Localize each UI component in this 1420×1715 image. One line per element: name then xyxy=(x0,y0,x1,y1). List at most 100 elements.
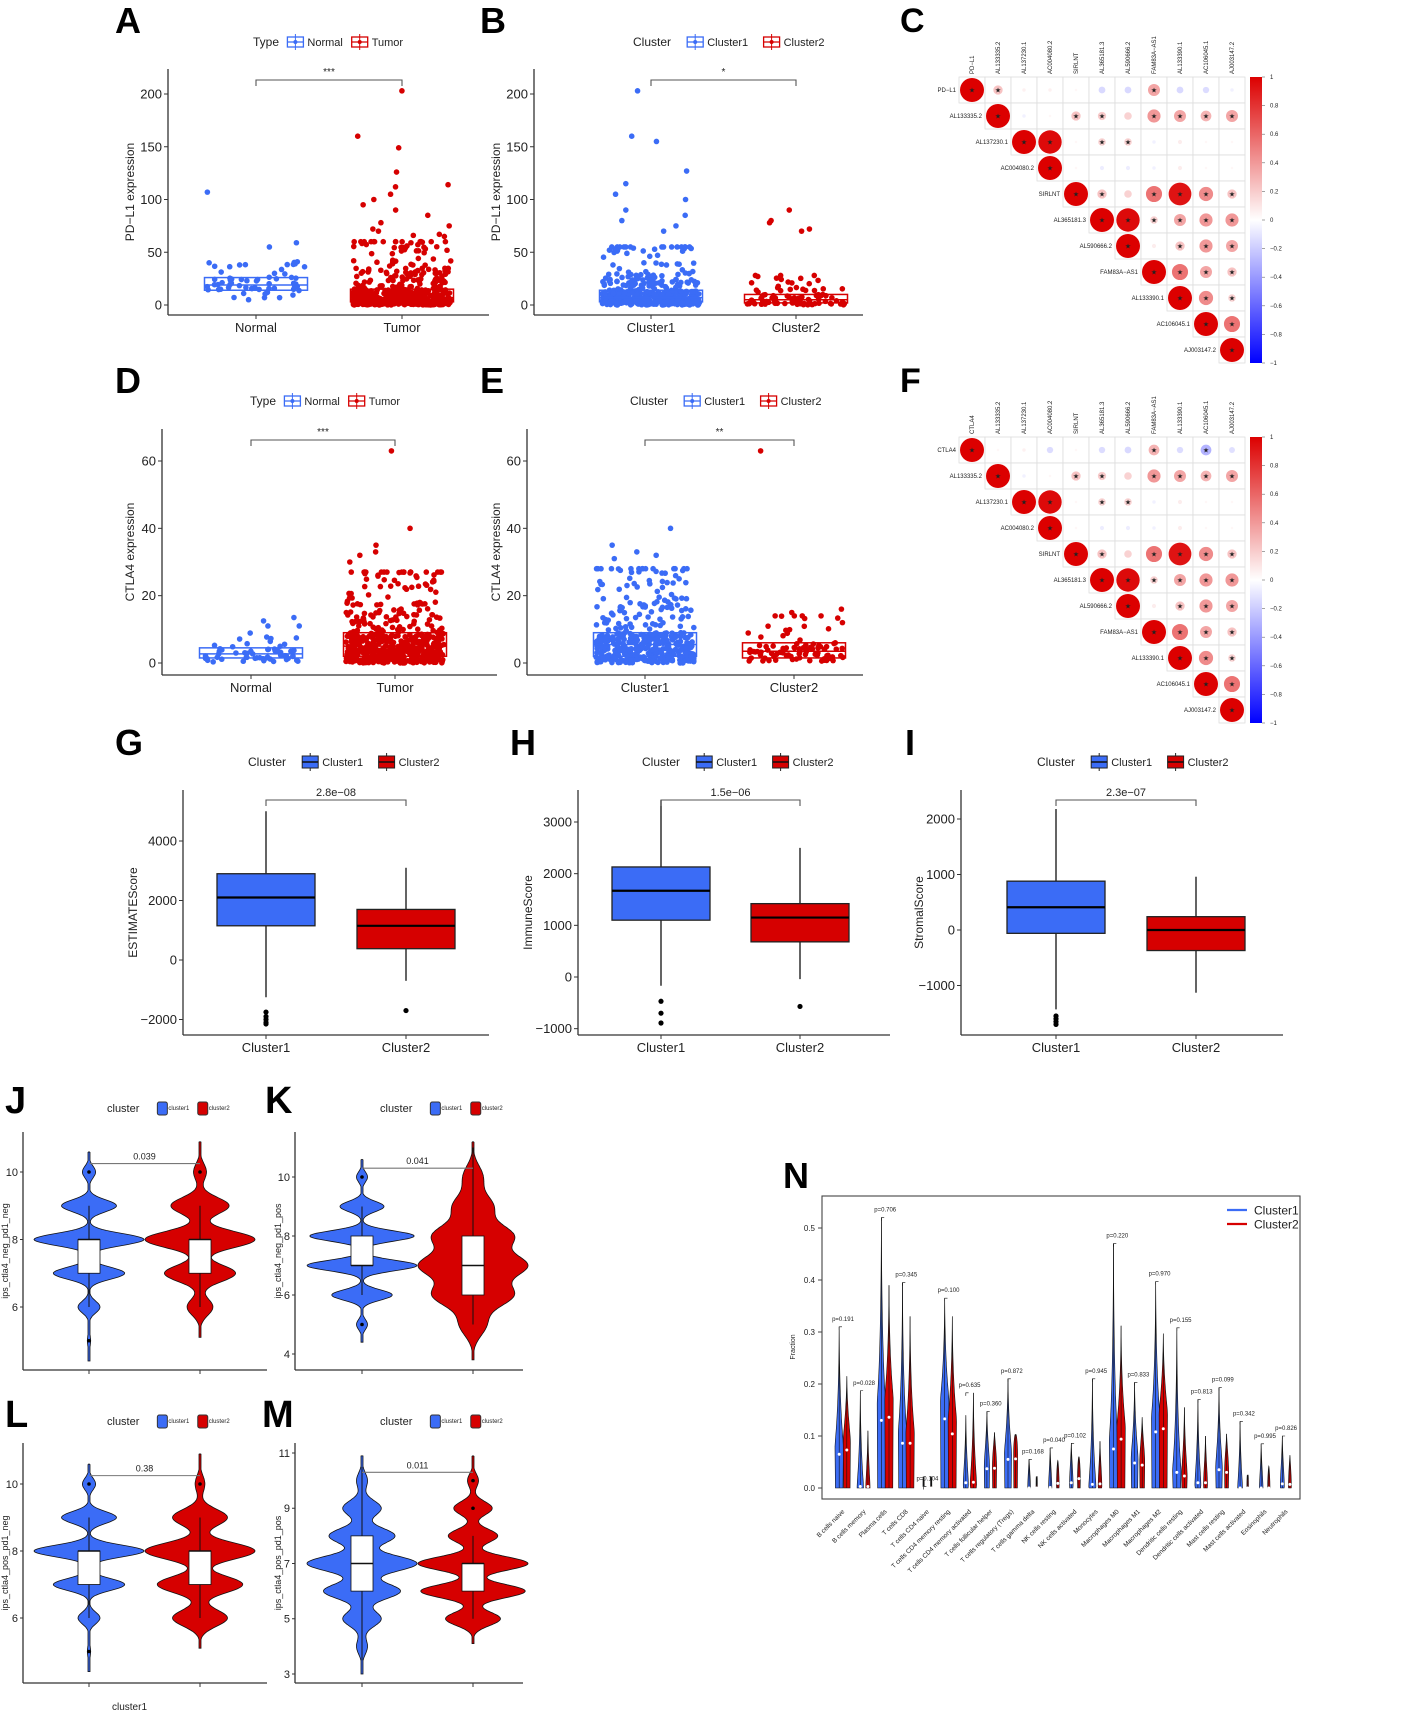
panel-label: M xyxy=(262,1394,294,1436)
data-point xyxy=(688,607,694,614)
cell-type-group: p=0.970 Macrophages M2 xyxy=(1122,1272,1171,1549)
corr-circle xyxy=(1064,182,1088,206)
data-point xyxy=(649,273,656,279)
box xyxy=(741,642,847,659)
data-point xyxy=(789,280,795,286)
outlier-point xyxy=(1053,1021,1059,1027)
y-tick-label: 0 xyxy=(521,298,528,313)
group-tumor xyxy=(342,448,448,666)
data-point xyxy=(284,261,291,268)
data-point xyxy=(642,622,649,628)
data-point xyxy=(680,660,686,666)
data-point xyxy=(628,569,635,576)
panel-H: H Cluster Cluster1 Cluster2 −1000 0 1000 2000 30… xyxy=(510,722,890,1055)
corr-cell: ★ xyxy=(1140,206,1168,234)
colorbar-tick-label: −1 xyxy=(1270,721,1278,727)
data-point xyxy=(361,583,368,590)
legend-item-tumor: Tumor xyxy=(351,34,403,50)
colorbar-tick-label: −0.8 xyxy=(1270,332,1283,338)
corr-circle xyxy=(1150,576,1158,584)
median-point xyxy=(985,1467,989,1471)
corr-cell: ★ xyxy=(1166,540,1194,568)
data-point xyxy=(370,614,376,620)
corr-cell xyxy=(1218,154,1246,182)
data-point xyxy=(219,279,225,286)
corr-cell xyxy=(1166,514,1194,542)
median-point xyxy=(1077,1477,1081,1481)
row-label: AC106045.1 xyxy=(1157,682,1191,688)
significance-star: ★ xyxy=(1203,243,1209,251)
data-point xyxy=(818,613,824,619)
corr-circle xyxy=(1176,86,1184,94)
colorbar-tick-label: 1 xyxy=(1270,435,1274,441)
data-point xyxy=(653,260,659,266)
panel-label: L xyxy=(5,1394,28,1436)
data-point xyxy=(399,88,405,94)
data-point xyxy=(747,649,753,656)
legend-key-dot xyxy=(357,40,362,44)
median-point xyxy=(943,1417,947,1421)
row-label: PD−L1 xyxy=(937,88,956,94)
corr-cell: ★ xyxy=(1114,488,1142,516)
data-point xyxy=(617,624,624,631)
corr-cell xyxy=(1088,154,1116,182)
data-point xyxy=(420,294,427,300)
data-point xyxy=(387,191,394,198)
legend-item-cluster1: Cluster1 xyxy=(1090,753,1152,771)
corr-circle xyxy=(1012,130,1036,154)
corr-cell: ★ xyxy=(1218,644,1246,672)
data-point xyxy=(777,272,784,279)
data-point xyxy=(654,588,661,595)
significance-star: ★ xyxy=(1203,113,1209,121)
box xyxy=(356,908,456,950)
data-point xyxy=(409,584,415,591)
corr-cell: ★ xyxy=(1192,180,1220,208)
x-tick-label: Cluster1 xyxy=(242,1040,290,1055)
corr-circle xyxy=(1097,549,1107,559)
corr-circle xyxy=(1220,698,1244,722)
data-point xyxy=(442,271,449,278)
data-point xyxy=(376,301,382,308)
median-point xyxy=(866,1484,870,1488)
y-tick-label: −2000 xyxy=(140,1012,177,1027)
data-point xyxy=(407,273,413,280)
median-point xyxy=(901,1441,904,1445)
y-axis-label: PD−L1 expression xyxy=(489,143,503,241)
corr-circle xyxy=(1204,500,1208,504)
x-tick-label: Macrophages M0 xyxy=(1080,1508,1121,1549)
data-point xyxy=(428,238,435,245)
corr-cell: ★ xyxy=(1010,128,1038,156)
data-point xyxy=(614,302,621,308)
p-value-bracket xyxy=(1155,1281,1159,1285)
data-point xyxy=(655,659,661,666)
data-point xyxy=(620,299,626,306)
colorbar-tick-label: −0.8 xyxy=(1270,692,1283,698)
data-point xyxy=(244,640,250,647)
data-point xyxy=(811,287,818,294)
data-point xyxy=(823,643,830,650)
significance-bracket xyxy=(1055,799,1197,806)
data-point xyxy=(244,277,250,284)
data-point xyxy=(601,280,607,287)
column-label: AL133335.2 xyxy=(996,401,1002,434)
corr-circle xyxy=(960,438,984,462)
corr-circle xyxy=(1198,186,1214,202)
colorbar-tick-label: −1 xyxy=(1270,361,1278,367)
data-point xyxy=(686,270,692,277)
p-value-label: 2.3e−07 xyxy=(1106,787,1146,799)
data-point xyxy=(838,606,845,612)
corr-cell: ★ xyxy=(1218,462,1246,490)
significance-star: ★ xyxy=(1229,347,1235,355)
outlier-point xyxy=(263,1021,269,1027)
group-cluster1 xyxy=(598,88,704,308)
data-point xyxy=(657,616,663,622)
corr-circle xyxy=(1204,526,1208,530)
data-point xyxy=(433,275,440,281)
p-value-bracket xyxy=(1092,1378,1096,1382)
corr-circle xyxy=(1124,190,1132,198)
p-value-label: p=0.813 xyxy=(1191,1390,1214,1396)
data-point xyxy=(839,286,846,292)
data-point xyxy=(611,555,618,562)
